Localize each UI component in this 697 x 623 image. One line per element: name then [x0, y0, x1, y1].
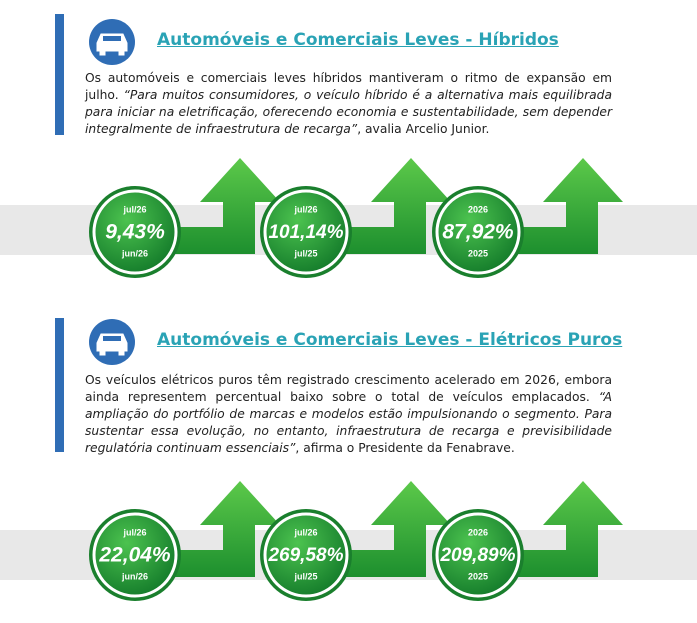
- metric-top-label: 2026: [468, 204, 488, 214]
- paragraph-run: , afirma o Presidente da Fenabrave.: [295, 441, 515, 455]
- section-paragraph: Os automóveis e comerciais leves híbrido…: [85, 70, 612, 138]
- metric-top-label: 2026: [468, 527, 488, 537]
- metric-top-label: jul/26: [293, 527, 317, 537]
- metric-value: 87,92%: [442, 221, 514, 244]
- metric-top-label: jul/26: [293, 204, 317, 214]
- paragraph-run: , avalia Arcelio Junior.: [357, 122, 490, 136]
- metric-bottom-label: jul/25: [293, 248, 317, 258]
- metric-top-label: jul/26: [122, 204, 146, 214]
- metric-bottom-label: 2025: [468, 248, 488, 258]
- metric-value: 101,14%: [268, 222, 343, 243]
- metric-bottom-label: jun/26: [121, 248, 148, 258]
- section-paragraph: Os veículos elétricos puros têm registra…: [85, 372, 612, 457]
- paragraph-run: Os veículos elétricos puros têm registra…: [85, 373, 612, 404]
- accent-bar: [55, 14, 64, 135]
- paragraph-run: “A ampliação do portfólio de marcas e mo…: [85, 390, 612, 455]
- metric-value: 22,04%: [98, 544, 171, 567]
- metric-circle: [435, 189, 521, 275]
- paragraph-run: Os automóveis e comerciais leves híbrido…: [85, 71, 612, 102]
- metric-circle: [92, 512, 178, 598]
- accent-bar: [55, 318, 64, 452]
- metric-bottom-label: 2025: [468, 571, 488, 581]
- section-title: Automóveis e Comerciais Leves - Elétrico…: [157, 330, 623, 350]
- metric-circle: [92, 189, 178, 275]
- metric-value: 209,89%: [439, 545, 515, 566]
- metric-circle: [263, 189, 349, 275]
- section-title: Automóveis e Comerciais Leves - Híbridos: [157, 30, 559, 50]
- metric-value: 269,58%: [267, 545, 343, 566]
- paragraph-run: “Para muitos consumidores, o veículo híb…: [85, 88, 612, 136]
- metric-bottom-label: jul/25: [293, 571, 317, 581]
- metric-top-label: jul/26: [122, 527, 146, 537]
- metric-bottom-label: jun/26: [121, 571, 148, 581]
- car-window: [103, 336, 121, 341]
- metric-circle: [263, 512, 349, 598]
- car-window: [103, 36, 121, 41]
- metric-value: 9,43%: [105, 221, 165, 244]
- metric-circle: [435, 512, 521, 598]
